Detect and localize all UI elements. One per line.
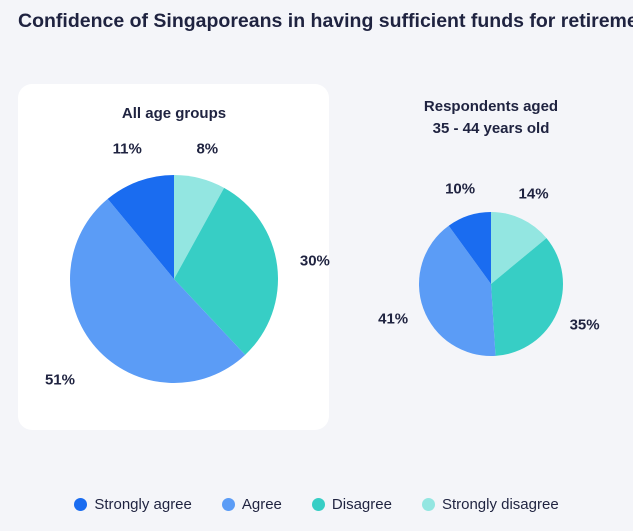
legend-item-disagree: Disagree <box>311 496 392 513</box>
pie-2-slice-agree <box>419 225 496 356</box>
pie-1-slice-strongly-disagree <box>174 175 225 279</box>
pie-1-label-agree: 51% <box>44 371 75 389</box>
legend-label: Strongly disagree <box>441 496 559 513</box>
pie-1-slice-disagree <box>174 187 279 355</box>
pie-2-slice-strongly-agree <box>448 212 491 284</box>
legend-label: Agree <box>241 496 282 513</box>
legend-item-strongly-agree: Strongly agree <box>74 496 192 513</box>
pie-1-slice-agree <box>70 198 246 383</box>
legend: Strongly agree Agree Disagree Strongly d… <box>0 496 633 513</box>
pie-2-label-strongly-disagree: 14% <box>518 185 549 203</box>
legend-swatch-agree <box>221 498 235 511</box>
pie-1-label-strongly-agree: 11% <box>112 140 142 158</box>
legend-item-strongly-disagree: Strongly disagree <box>421 496 559 513</box>
pie-2-label-strongly-agree: 10% <box>445 180 476 198</box>
pie-1-title: All age groups <box>121 105 227 122</box>
pie-2-slice-strongly-disagree <box>491 212 547 284</box>
pie-2-label-agree: 41% <box>378 310 409 328</box>
legend-label: Strongly agree <box>94 496 192 513</box>
legend-swatch-strongly-agree <box>74 498 88 511</box>
pie-1-label-strongly-disagree: 8% <box>196 140 219 158</box>
pie-2-slice-disagree <box>491 238 563 356</box>
legend-swatch-disagree <box>311 498 325 511</box>
pie-2-label-disagree: 35% <box>569 316 600 333</box>
pie-2-title-line-2: 35 - 44 years old <box>432 120 550 137</box>
legend-label: Disagree <box>331 496 392 513</box>
pie-2-title: Respondents aged 35 - 44 years old <box>424 96 558 140</box>
pie-2-title-line-1: Respondents aged <box>423 98 559 115</box>
legend-item-agree: Agree <box>221 496 282 513</box>
legend-swatch-strongly-disagree <box>421 498 435 511</box>
pie-1-slice-strongly-agree <box>107 175 174 279</box>
chart-title: Confidence of Singaporeans in having suf… <box>18 10 633 32</box>
pie-1-label-disagree: 30% <box>299 252 330 270</box>
